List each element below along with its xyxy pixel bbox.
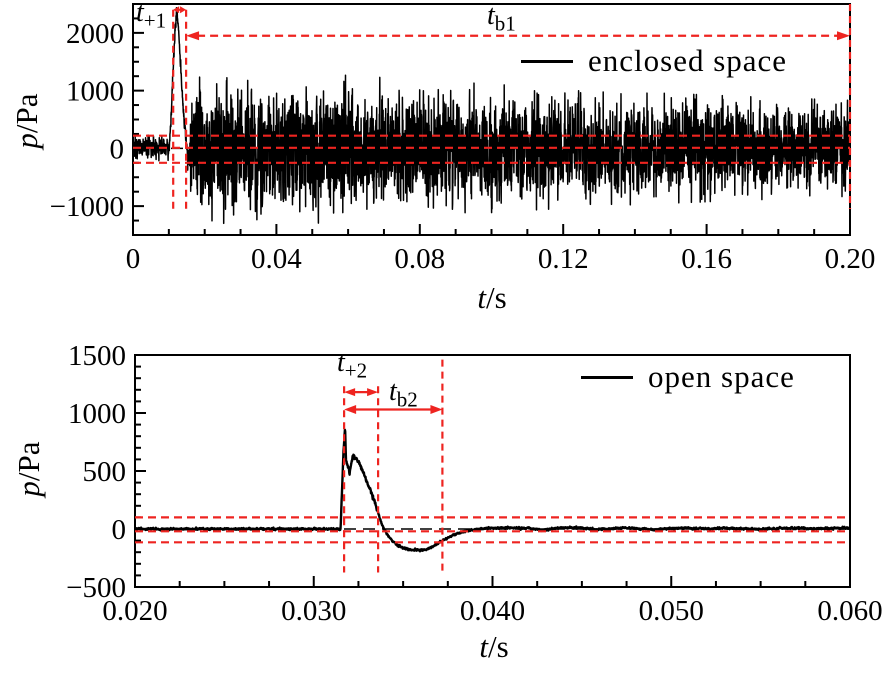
t-plus-2-subscript: +2 — [344, 358, 368, 383]
x-axis-unit: /s — [487, 629, 509, 664]
y-axis-symbol: p — [9, 133, 44, 149]
open-space-legend-label: open space — [648, 359, 795, 394]
open-space-pressure-trace — [135, 428, 850, 553]
t-b1-subscript: b1 — [494, 11, 516, 36]
t-b1-base: t — [487, 0, 495, 31]
axis-ticks — [132, 3, 851, 236]
y-tick-label: 1000 — [68, 398, 126, 430]
top-chart-x-axis-label: t/s — [442, 280, 542, 316]
t-plus-1-base: t — [136, 0, 144, 28]
y-tick-label: −500 — [66, 572, 126, 604]
t-b1-duration-label: tb1 — [487, 1, 516, 39]
y-tick-label: 1500 — [68, 340, 126, 372]
x-tick-label: 0.060 — [817, 595, 882, 627]
t-b2-base: t — [389, 376, 397, 407]
bottom-chart-legend: open space — [581, 360, 795, 394]
t-plus-1-subscript: +1 — [143, 8, 167, 33]
y-axis-unit: /Pa — [11, 441, 46, 482]
y-tick-label: 0 — [110, 133, 125, 165]
t-b2-subscript: b2 — [396, 387, 418, 412]
y-tick-label: 2000 — [66, 18, 124, 50]
bottom-chart-x-axis-label: t/s — [444, 629, 544, 665]
red-annotations — [133, 4, 852, 212]
x-tick-label: 0.04 — [251, 243, 302, 275]
y-axis-unit: /Pa — [9, 93, 44, 134]
y-tick-label: −1000 — [50, 191, 124, 223]
x-tick-label: 0 — [126, 243, 141, 275]
x-axis-symbol: t — [479, 629, 488, 664]
y-tick-label: 1000 — [66, 76, 124, 108]
y-tick-label: 0 — [112, 514, 127, 546]
x-tick-label: 0.12 — [538, 243, 589, 275]
x-tick-label: 0.16 — [681, 243, 732, 275]
top-chart-legend: enclosed space — [521, 44, 787, 78]
t-plus-1-duration-label: t+1 — [136, 0, 166, 36]
bottom-chart: 0.020 0.030 0.040 0.050 0.060 −500 0 500 1000 150… — [66, 340, 882, 627]
enclosed-space-line-swatch — [521, 60, 573, 64]
t-b2-duration-label: tb2 — [389, 377, 418, 415]
top-chart-y-axis-label: p/Pa — [9, 56, 45, 186]
y-tick-label: 500 — [83, 456, 127, 488]
axis-ticks — [134, 354, 851, 588]
x-tick-label: 0.20 — [825, 243, 876, 275]
bottom-chart-y-axis-label: p/Pa — [11, 404, 47, 534]
x-tick-label: 0.050 — [639, 595, 704, 627]
x-axis-unit: /s — [485, 280, 507, 315]
t-plus-2-duration-label: t+2 — [337, 348, 367, 386]
red-annotations — [135, 359, 850, 573]
enclosed-space-legend-label: enclosed space — [588, 43, 788, 78]
enclosed-space-pressure-trace — [133, 6, 850, 225]
t-plus-2-base: t — [337, 347, 345, 378]
x-tick-label: 0.08 — [394, 243, 445, 275]
x-tick-label: 0.020 — [102, 595, 167, 627]
y-axis-symbol: p — [11, 481, 46, 497]
x-tick-label: 0.040 — [460, 595, 525, 627]
x-tick-label: 0.030 — [281, 595, 346, 627]
open-space-line-swatch — [581, 376, 633, 380]
x-axis-symbol: t — [477, 280, 486, 315]
